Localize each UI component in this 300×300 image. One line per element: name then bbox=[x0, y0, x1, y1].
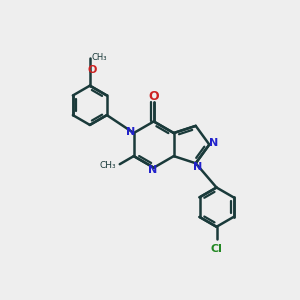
Text: CH₃: CH₃ bbox=[92, 53, 107, 62]
Text: N: N bbox=[209, 138, 218, 148]
Text: CH₃: CH₃ bbox=[100, 161, 116, 170]
Text: N: N bbox=[148, 165, 158, 176]
Text: N: N bbox=[193, 162, 202, 172]
Text: O: O bbox=[148, 90, 159, 103]
Text: N: N bbox=[126, 127, 136, 137]
Text: Cl: Cl bbox=[211, 244, 223, 254]
Text: O: O bbox=[87, 65, 96, 75]
